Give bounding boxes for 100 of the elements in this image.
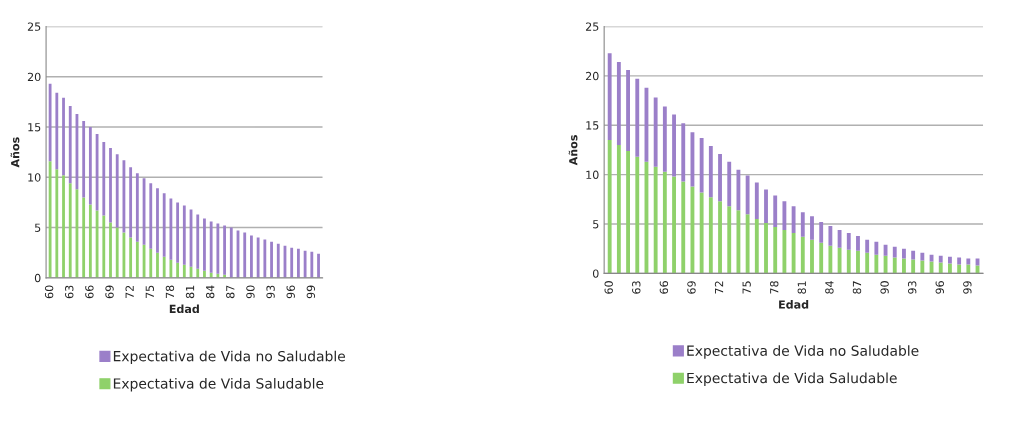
bar [764,223,768,274]
x-tick-label: 75 [145,285,154,298]
bar [662,171,667,274]
x-tick-label: 60 [604,281,613,294]
bar [938,262,943,274]
x-tick-label: 87 [226,285,235,299]
bar [48,161,52,278]
bar [607,53,612,141]
bar [176,202,180,263]
x-tick-label: 69 [687,281,696,294]
bar [182,205,186,265]
bar [102,215,106,278]
y-tick-label: 0 [592,269,599,278]
y-axis-title: Años [10,137,20,168]
bar [62,175,65,278]
bar [109,222,112,278]
bar [699,138,704,193]
bar [966,264,971,274]
bar [223,225,226,275]
bar [902,248,906,259]
bar [754,182,759,220]
bar [196,268,200,278]
x-tick-label: 81 [797,281,807,294]
bar [957,264,962,274]
bar [129,167,133,238]
x-tick-label: 90 [880,281,889,294]
x-tick-label: 90 [246,285,255,299]
bar [911,259,916,274]
bar [727,161,732,207]
legend-label: Expectativa de Vida Saludable [113,377,324,392]
y-tick-label: 20 [27,72,41,82]
x-tick-label: 60 [44,285,54,299]
y-tick-label: 15 [586,121,599,130]
bar [856,250,860,274]
x-tick-label: 63 [632,281,641,294]
bar [115,227,119,278]
x-tick-label: 72 [125,285,134,298]
bar [109,148,112,223]
bar [828,226,833,246]
y-tick-label: 20 [585,71,599,81]
bar [736,210,741,274]
bar [303,250,307,278]
bar [135,173,139,242]
bar [754,219,759,274]
bar [162,193,166,257]
bar [727,206,732,274]
bar [819,242,824,274]
bar [310,251,314,278]
bar [874,241,879,255]
bar [182,264,186,278]
bar [718,201,722,274]
bar [791,206,796,233]
bar [846,232,851,250]
bar [169,259,173,278]
bar [149,248,153,278]
x-axis-title: Edad [169,304,199,314]
x-tick-label: 78 [770,281,779,294]
bar [135,241,139,278]
bar [800,236,805,274]
x-tick-label: 93 [907,281,917,294]
bar [290,247,294,278]
bar [782,229,787,274]
bar [256,237,260,278]
bar [681,181,686,274]
bar [250,235,253,278]
bar [948,263,952,274]
bar [607,140,612,274]
x-tick-label: 81 [185,285,195,299]
bar [810,239,814,274]
bar [957,257,962,265]
bar [791,232,796,274]
x-tick-label: 84 [825,280,834,294]
bar [653,166,658,274]
bar [745,175,750,215]
x-tick-label: 69 [105,285,114,299]
x-axis-title: Edad [779,300,809,309]
bar [948,256,952,264]
y-axis-title: Años [568,135,578,166]
bar [115,154,119,228]
bar [296,248,300,278]
bar [653,97,658,167]
bar [745,214,750,274]
bar [837,229,842,248]
bar [865,239,870,253]
bar [635,156,640,274]
y-tick-label: 10 [586,170,599,180]
bar [865,252,870,274]
bar [856,235,860,251]
legend-label: Expectativa de Vida Saludable [687,372,897,386]
bar [874,254,879,274]
bar [920,252,925,261]
x-tick-label: 87 [852,281,862,294]
bar [263,239,267,278]
bar [129,237,133,278]
bar [810,216,814,240]
bar [176,262,180,278]
x-tick-label: 66 [85,285,94,299]
bar [920,260,925,274]
bar [837,247,842,274]
x-tick-label: 96 [286,285,295,299]
